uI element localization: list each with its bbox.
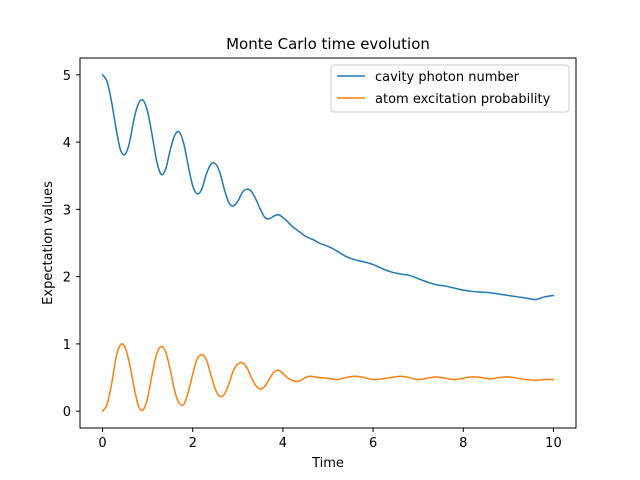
series-layer [101,74,555,412]
y-tick-label: 4 [63,136,71,151]
series-line-atom-excitation-probability [101,343,555,412]
y-axis-ticks: 0 1 2 3 4 5 [63,69,80,420]
legend-box [330,64,570,113]
axes-frame [79,57,577,429]
legend: cavity photon number atom excitation pro… [330,64,570,113]
x-tick-label: 10 [545,436,562,451]
x-axis-ticks: 0 2 4 6 8 10 [98,428,562,451]
y-tick-label: 3 [63,203,71,218]
y-tick-label: 1 [63,338,71,353]
y-axis-label: Expectation values [41,181,56,305]
x-tick-label: 8 [459,436,467,451]
series-line-cavity-photon-number [101,74,555,301]
x-tick-label: 0 [98,436,106,451]
y-tick-label: 5 [63,69,71,84]
y-tick-label: 2 [63,271,71,286]
legend-label-atom-excitation-probability: atom excitation probability [375,92,551,107]
x-axis-label: Time [311,456,344,471]
legend-label-cavity-photon-number: cavity photon number [375,70,520,85]
x-tick-label: 4 [279,436,287,451]
y-tick-label: 0 [63,405,71,420]
chart-title: Monte Carlo time evolution [226,35,430,53]
x-tick-label: 6 [369,436,377,451]
x-tick-label: 2 [189,436,197,451]
plot-area [79,57,577,429]
